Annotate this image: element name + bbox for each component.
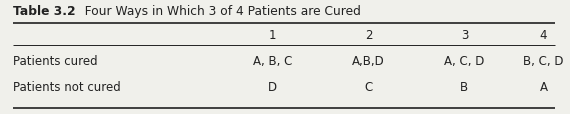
Text: 2: 2 [365,28,372,41]
Text: B: B [461,81,469,93]
Text: D: D [268,81,277,93]
Text: 3: 3 [461,28,468,41]
Text: Four Ways in Which 3 of 4 Patients are Cured: Four Ways in Which 3 of 4 Patients are C… [73,5,361,18]
Text: A,B,D: A,B,D [352,55,385,68]
Text: A, C, D: A, C, D [444,55,484,68]
Text: Patients cured: Patients cured [13,55,97,68]
Text: Patients not cured: Patients not cured [13,81,120,93]
Text: A: A [539,81,547,93]
Text: A, B, C: A, B, C [253,55,292,68]
Text: Table 3.2: Table 3.2 [13,5,75,18]
Text: C: C [364,81,373,93]
Text: B, C, D: B, C, D [523,55,564,68]
Text: 4: 4 [540,28,547,41]
Text: 1: 1 [268,28,276,41]
